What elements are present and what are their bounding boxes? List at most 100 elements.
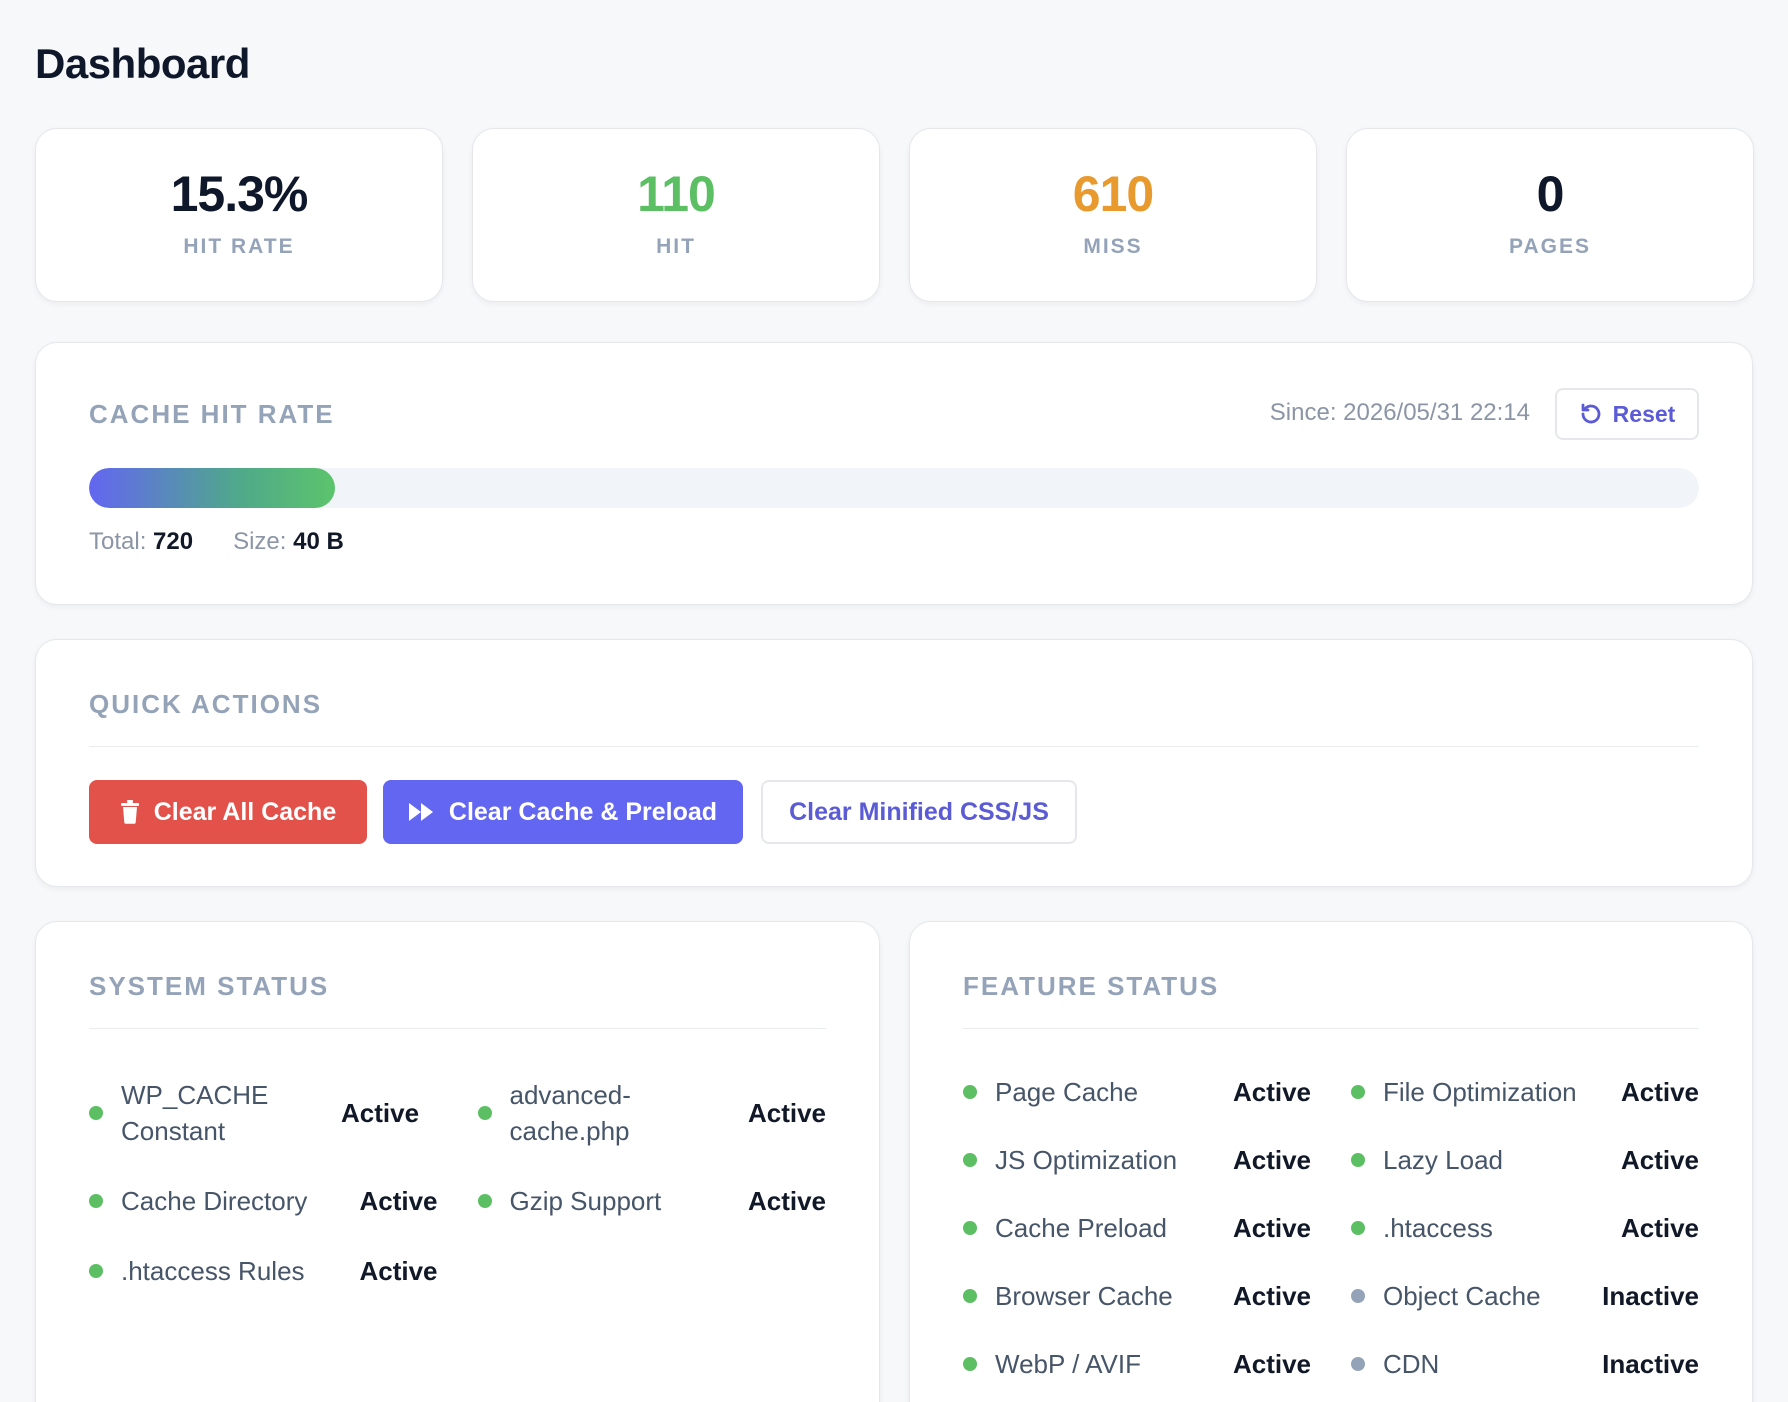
status-name: advanced-cache.php — [509, 1080, 631, 1146]
status-value: Active — [1620, 1212, 1699, 1243]
clear-minified-label: Clear Minified CSS/JS — [789, 797, 1049, 826]
feature-status-list: Page Cache Active File Optimization Acti… — [963, 1074, 1699, 1382]
feature-status-item: Browser Cache Active — [963, 1278, 1311, 1314]
stat-label-hit: HIT — [656, 235, 696, 258]
status-dot-icon — [963, 1221, 977, 1235]
clear-cache-preload-button[interactable]: Clear Cache & Preload — [383, 780, 743, 844]
status-dot-icon — [963, 1289, 977, 1303]
clear-all-cache-button[interactable]: Clear All Cache — [89, 780, 367, 844]
stat-value-hit-rate: 15.3% — [170, 166, 309, 222]
status-dot-icon — [1351, 1221, 1365, 1235]
cache-meta-row: Total: 720 Size: 40 B — [89, 528, 344, 556]
feature-status-card: FEATURE STATUS Page Cache Active File Op… — [909, 921, 1753, 1402]
quick-actions-title: QUICK ACTIONS — [89, 689, 323, 719]
status-dot-icon — [1351, 1289, 1365, 1303]
total-label: Total: — [89, 528, 147, 555]
status-dot-icon — [477, 1194, 492, 1208]
status-dot-icon — [1351, 1357, 1365, 1371]
status-dot-icon — [963, 1357, 977, 1371]
quick-actions-card: QUICK ACTIONS Clear All Cache Clear Cach… — [35, 639, 1753, 887]
reset-button-label: Reset — [1612, 400, 1676, 427]
status-value: Inactive — [1602, 1280, 1699, 1311]
status-name: Browser Cache — [995, 1281, 1173, 1311]
status-name: Lazy Load — [1383, 1145, 1503, 1175]
total-value: 720 — [153, 528, 194, 555]
reset-button[interactable]: Reset — [1555, 388, 1699, 440]
system-status-item: advanced-cache.php Active — [477, 1077, 826, 1149]
status-name: JS Optimization — [995, 1145, 1178, 1175]
cache-hit-rate-card: CACHE HIT RATE Since: 2026/05/31 22:14 R… — [35, 342, 1753, 605]
system-status-item: WP_CACHE Constant Active — [89, 1077, 438, 1149]
stat-card-hit-rate: 15.3% HIT RATE — [35, 128, 443, 302]
status-value: Active — [1232, 1144, 1311, 1175]
stat-card-miss: 610 MISS — [909, 128, 1317, 302]
status-name: Cache Preload — [995, 1213, 1167, 1243]
stat-value-hit: 110 — [637, 166, 716, 222]
status-dot-icon — [963, 1153, 977, 1167]
status-value: Active — [1620, 1144, 1699, 1175]
feature-status-item: JS Optimization Active — [963, 1142, 1311, 1178]
status-name: .htaccess — [1383, 1213, 1493, 1243]
status-name: .htaccess Rules — [121, 1256, 305, 1286]
feature-status-item: Object Cache Inactive — [1351, 1278, 1699, 1314]
stat-value-pages: 0 — [1536, 166, 1565, 222]
stat-label-miss: MISS — [1083, 235, 1143, 258]
feature-status-item: .htaccess Active — [1351, 1210, 1699, 1246]
clear-cache-preload-label: Clear Cache & Preload — [448, 797, 718, 826]
stat-label-pages: PAGES — [1509, 235, 1591, 258]
system-status-item: .htaccess Rules Active — [89, 1253, 438, 1289]
clear-minified-button[interactable]: Clear Minified CSS/JS — [761, 780, 1077, 844]
status-dot-icon — [1351, 1085, 1365, 1099]
size-value: 40 B — [293, 528, 344, 555]
status-value: Active — [1232, 1348, 1311, 1379]
status-name: WebP / AVIF — [995, 1349, 1141, 1379]
feature-status-item: Lazy Load Active — [1351, 1142, 1699, 1178]
status-dot-icon — [963, 1085, 977, 1099]
system-status-card: SYSTEM STATUS WP_CACHE Constant Active a… — [35, 921, 880, 1402]
status-value: Active — [341, 1097, 420, 1128]
fast-forward-icon — [408, 803, 433, 821]
status-name: Object Cache — [1383, 1281, 1541, 1311]
system-status-title: SYSTEM STATUS — [89, 971, 330, 1001]
status-value: Active — [359, 1255, 438, 1286]
status-value: Active — [747, 1185, 826, 1216]
feature-status-item: WebP / AVIF Active — [963, 1346, 1311, 1382]
system-status-item: Gzip Support Active — [477, 1183, 826, 1219]
feature-status-title: FEATURE STATUS — [963, 971, 1220, 1001]
hit-rate-progress-fill — [89, 468, 336, 508]
status-name: CDN — [1383, 1349, 1440, 1379]
status-value: Inactive — [1602, 1348, 1699, 1379]
stat-card-hit: 110 HIT — [472, 128, 880, 302]
status-value: Active — [359, 1185, 438, 1216]
quick-actions-divider — [89, 746, 1699, 747]
system-status-list: WP_CACHE Constant Active advanced-cache.… — [89, 1077, 826, 1289]
status-dot-icon — [89, 1106, 103, 1120]
refresh-icon — [1581, 403, 1601, 424]
status-dot-icon — [89, 1194, 103, 1208]
status-name: Gzip Support — [509, 1186, 662, 1216]
trash-icon — [120, 800, 139, 824]
size-label: Size: — [233, 528, 287, 555]
hit-rate-progress-bar — [89, 468, 1699, 508]
since-timestamp: Since: 2026/05/31 22:14 — [1269, 399, 1530, 426]
status-name: File Optimization — [1383, 1077, 1577, 1107]
clear-all-cache-label: Clear All Cache — [153, 797, 337, 826]
feature-status-item: Cache Preload Active — [963, 1210, 1311, 1246]
status-dot-icon — [89, 1264, 103, 1278]
status-value: Active — [1232, 1212, 1311, 1243]
stat-card-pages: 0 PAGES — [1346, 128, 1754, 302]
feature-status-item: CDN Inactive — [1351, 1346, 1699, 1382]
status-value: Active — [1232, 1280, 1311, 1311]
feature-status-divider — [963, 1028, 1699, 1029]
status-value: Active — [1620, 1076, 1699, 1107]
page-title: Dashboard — [35, 40, 250, 87]
status-dot-icon — [477, 1106, 492, 1120]
feature-status-item: File Optimization Active — [1351, 1074, 1699, 1110]
system-status-divider — [89, 1028, 826, 1029]
size-stat: Size: 40 B — [233, 528, 344, 556]
status-name: Page Cache — [995, 1077, 1139, 1107]
stat-value-miss: 610 — [1072, 166, 1154, 222]
status-name: WP_CACHE Constant — [121, 1080, 269, 1146]
total-stat: Total: 720 — [89, 528, 193, 556]
